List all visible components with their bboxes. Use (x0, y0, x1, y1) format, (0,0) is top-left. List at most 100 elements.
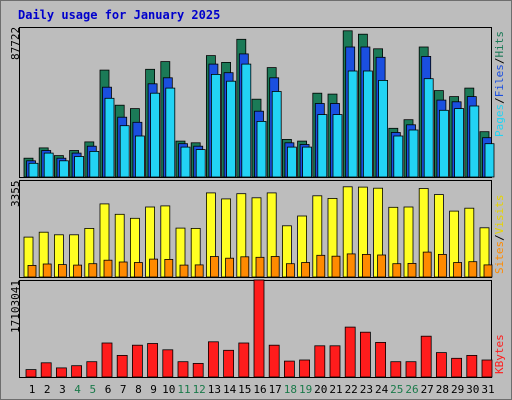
kbytes-bar-day-20 (314, 345, 326, 378)
sites-bar-day-14 (225, 257, 235, 278)
sites-bar-day-28 (437, 253, 447, 278)
kbytes-bar-day-26 (405, 361, 417, 378)
sites-bar-day-1 (27, 264, 37, 278)
pages-bar-day-9 (150, 92, 161, 178)
x-label-day-15: 15 (238, 383, 251, 396)
kbytes-bar-day-30 (466, 354, 478, 378)
pages-bar-day-8 (134, 135, 145, 178)
sites-bar-day-29 (453, 262, 463, 278)
legend-kbytes: KBytes (493, 334, 506, 374)
kbytes-bar-day-29 (451, 357, 463, 378)
sites-bar-day-20 (316, 254, 326, 278)
sites-bar-day-12 (194, 264, 204, 278)
pages-bar-day-17 (271, 91, 282, 178)
hits-panel (19, 27, 492, 178)
kbytes-bar-day-24 (375, 341, 387, 378)
legend-sep-2: / (493, 58, 506, 65)
kbytes-bar-day-13 (207, 341, 219, 378)
sites-bar-day-11 (179, 264, 189, 278)
kbytes-bar-day-15 (238, 342, 250, 378)
kbytes-bar-day-5 (86, 361, 98, 378)
sites-bar-day-30 (468, 261, 478, 278)
sites-bar-day-5 (88, 263, 98, 278)
hits-ymax-label: 87722 (9, 27, 22, 60)
kbytes-bar-day-8 (131, 344, 143, 378)
kbytes-bar-day-11 (177, 361, 189, 378)
sites-bar-day-4 (73, 264, 82, 278)
pages-bar-day-7 (119, 125, 130, 178)
legend-hits: Hits (493, 31, 506, 58)
kbytes-bar-day-25 (390, 361, 402, 378)
visits-legend: Sites/Visits (493, 195, 506, 275)
pages-bar-day-29 (454, 108, 465, 178)
sites-bar-day-9 (149, 258, 159, 278)
pages-bar-day-28 (438, 109, 449, 178)
sites-bar-day-17 (270, 256, 280, 278)
x-label-day-8: 8 (135, 383, 142, 396)
pages-bar-day-12 (195, 149, 206, 178)
sites-bar-day-19 (301, 262, 311, 278)
x-label-day-24: 24 (375, 383, 389, 396)
x-label-day-28: 28 (436, 383, 449, 396)
pages-bar-day-21 (332, 114, 343, 178)
kbytes-bar-day-23 (359, 331, 371, 378)
legend-sep-1: / (493, 97, 506, 104)
x-label-day-27: 27 (421, 383, 434, 396)
kbytes-bar-day-22 (344, 326, 356, 378)
visits-ymax-label: 3355 (9, 181, 22, 208)
pages-bar-day-13 (210, 74, 221, 178)
x-label-day-7: 7 (120, 383, 127, 396)
kbytes-bar-day-10 (162, 349, 174, 378)
x-label-day-11: 11 (177, 383, 190, 396)
x-label-day-16: 16 (253, 383, 266, 396)
kbytes-bar-day-19 (299, 359, 311, 378)
sites-bar-day-27 (422, 251, 432, 278)
x-axis-labels: 1 2 3 4 5 6 7 8 9 10 11 12 13 14 15 16 17 18 19 20 21 22 23 24 2… (29, 383, 495, 396)
x-label-day-1: 1 (29, 383, 36, 396)
pages-bar-day-10 (165, 87, 176, 178)
kbytes-bar-day-18 (283, 360, 295, 378)
pages-bar-day-14 (226, 80, 237, 178)
kbytes-bar-day-9 (147, 343, 159, 378)
pages-bar-day-16 (256, 121, 267, 178)
x-label-day-9: 9 (150, 383, 157, 396)
sites-bar-day-16 (255, 256, 265, 278)
sites-bar-day-3 (58, 264, 67, 278)
sites-bar-day-24 (377, 254, 387, 278)
legend-sites: Sites (493, 241, 506, 274)
x-label-day-20: 20 (314, 383, 327, 396)
x-label-day-30: 30 (466, 383, 479, 396)
pages-bar-day-23 (362, 70, 373, 178)
kbytes-bar-day-3 (56, 367, 67, 378)
pages-bar-day-31 (484, 143, 495, 178)
bars-layer (23, 30, 495, 378)
sites-bar-day-8 (133, 262, 143, 278)
kbytes-bar-day-28 (435, 352, 447, 378)
x-label-day-19: 19 (299, 383, 312, 396)
x-label-day-18: 18 (284, 383, 297, 396)
sites-bar-day-26 (407, 262, 417, 278)
sites-bar-day-22 (346, 253, 356, 278)
pages-bar-day-22 (347, 70, 358, 178)
kbytes-bar-day-27 (420, 335, 432, 378)
chart-title: Daily usage for January 2025 (18, 8, 221, 22)
x-label-day-26: 26 (405, 383, 418, 396)
x-label-day-5: 5 (89, 383, 96, 396)
visits-panel (19, 180, 492, 278)
legend-pages: Pages (493, 104, 506, 137)
pages-bar-day-18 (286, 146, 297, 178)
kbytes-bar-day-2 (40, 362, 52, 378)
sites-bar-day-21 (331, 255, 341, 278)
pages-bar-day-11 (180, 146, 191, 178)
legend-visits: Visits (493, 195, 506, 235)
kbytes-bar-day-17 (268, 344, 280, 378)
kbytes-bar-day-1 (25, 369, 37, 378)
x-label-day-25: 25 (390, 383, 403, 396)
x-label-day-21: 21 (329, 383, 342, 396)
x-label-day-2: 2 (44, 383, 51, 396)
hits-legend: Pages/Files/Hits (493, 31, 506, 137)
x-label-day-23: 23 (360, 383, 373, 396)
kbytes-bar-day-7 (116, 354, 128, 378)
kbytes-bar-day-31 (481, 359, 493, 378)
